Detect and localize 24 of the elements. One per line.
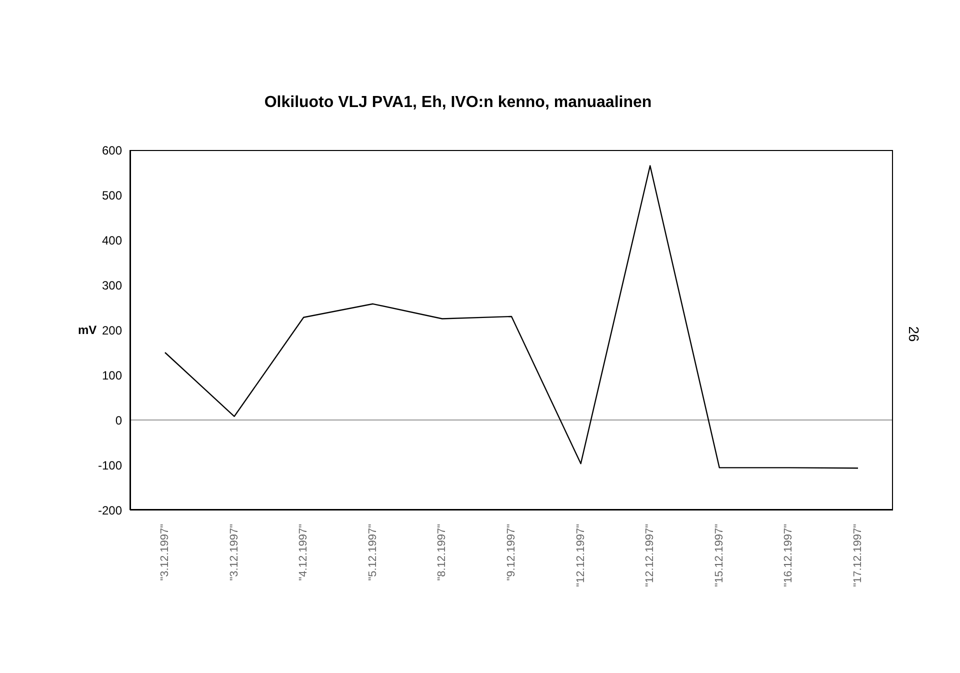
y-tick-label: 200 bbox=[102, 323, 122, 338]
y-tick-label: -200 bbox=[98, 503, 122, 518]
line-series bbox=[164, 165, 859, 469]
y-tick-label: 0 bbox=[115, 413, 122, 428]
x-tick-label: "8.12.1997" bbox=[436, 524, 448, 581]
x-tick-label: "15.12.1997" bbox=[713, 524, 726, 587]
x-tick-label: "3.12.1997" bbox=[159, 524, 171, 581]
y-tick-label: 400 bbox=[102, 233, 122, 248]
y-axis-title: mV bbox=[78, 323, 97, 337]
y-tick-label: 100 bbox=[102, 368, 122, 382]
x-tick-label: "5.12.1997" bbox=[366, 524, 379, 581]
text: 26 bbox=[906, 326, 922, 342]
x-tick-label: "16.12.1997" bbox=[782, 524, 795, 587]
chart-title: Olkiluoto VLJ PVA1, Eh, IVO:n kenno, manuaalinen bbox=[263, 94, 653, 112]
x-tick-label: "17.12.1997" bbox=[852, 524, 864, 587]
x-tick-label: "12.12.1997" bbox=[644, 524, 656, 587]
y-tick-label: 600 bbox=[102, 143, 122, 158]
y-tick-label: -100 bbox=[98, 458, 122, 472]
x-tick-label: "4.12.1997" bbox=[298, 524, 310, 581]
y-tick-label: 300 bbox=[102, 278, 122, 292]
x-tick-label: "12.12.1997" bbox=[574, 524, 587, 587]
x-tick-label: "3.12.1997" bbox=[228, 524, 240, 581]
y-tick-label: 500 bbox=[102, 188, 122, 202]
x-tick-label: "9.12.1997" bbox=[506, 524, 518, 581]
